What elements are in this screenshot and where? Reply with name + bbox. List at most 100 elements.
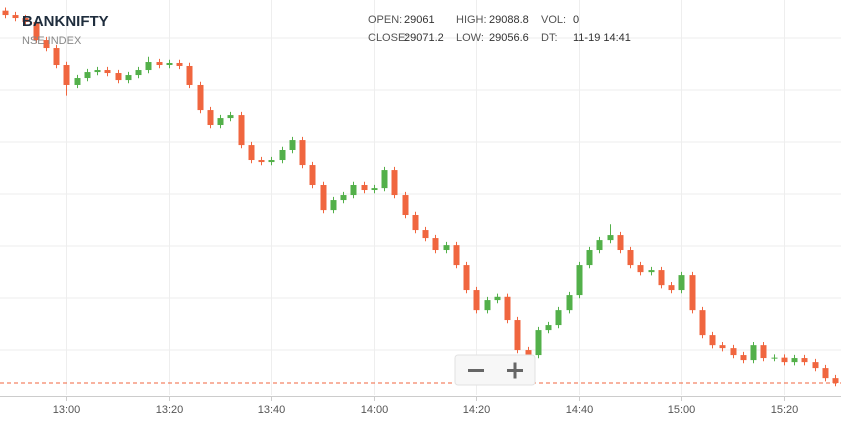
candle-body xyxy=(730,348,737,356)
zoom-in[interactable] xyxy=(507,362,523,379)
candle-body xyxy=(309,165,316,186)
x-tick-label: 13:40 xyxy=(258,404,286,416)
candle-body xyxy=(227,115,234,119)
candle-body xyxy=(443,245,450,251)
candle-body xyxy=(473,290,480,311)
info-label: CLOSE: xyxy=(368,32,408,44)
candle-body xyxy=(791,358,798,363)
candle-body xyxy=(463,265,470,291)
candle-body xyxy=(63,65,70,85)
candle-body xyxy=(186,65,193,85)
candle-body xyxy=(166,62,173,66)
candle-body xyxy=(330,200,337,211)
candle-body xyxy=(289,140,296,150)
candle-body xyxy=(238,115,245,146)
info-value: 29056.6 xyxy=(489,32,529,44)
candle-body xyxy=(371,188,378,191)
x-tick-label: 15:00 xyxy=(668,404,696,416)
x-tick-label: 13:20 xyxy=(156,404,184,416)
candle-body xyxy=(566,295,573,311)
candle-body xyxy=(504,296,511,321)
candle-body xyxy=(740,355,747,361)
candle-body xyxy=(12,15,19,19)
symbol: BANKNIFTY xyxy=(22,13,109,30)
candle-body xyxy=(545,325,552,331)
candle-body xyxy=(381,170,388,189)
x-tick-label: 15:20 xyxy=(771,404,799,416)
candle-body xyxy=(709,335,716,346)
candle-body xyxy=(576,265,583,296)
info-label: DT: xyxy=(541,32,558,44)
candle-body xyxy=(197,84,204,111)
candle-body xyxy=(586,250,593,266)
candle-body xyxy=(535,330,542,356)
candle-body xyxy=(33,21,40,41)
candle-body xyxy=(822,368,829,379)
candle-body xyxy=(299,140,306,166)
x-tick-label: 14:00 xyxy=(361,404,389,416)
candle-body xyxy=(637,265,644,273)
candle-body xyxy=(361,185,368,191)
candle-body xyxy=(781,357,788,363)
candle-body xyxy=(104,70,111,74)
candle-body xyxy=(719,345,726,349)
candle-body xyxy=(350,185,357,196)
x-tick-label: 13:00 xyxy=(53,404,81,416)
candle-body xyxy=(412,215,419,231)
candle-body xyxy=(699,310,706,336)
candle-body xyxy=(279,149,286,161)
candle-body xyxy=(689,275,696,311)
info-value: 11-19 14:41 xyxy=(573,32,631,44)
info-value: 29071.2 xyxy=(404,32,444,44)
candle-body xyxy=(514,320,521,351)
candle-body xyxy=(750,345,757,361)
exchange: NSE INDEX xyxy=(22,35,82,47)
info-label: LOW: xyxy=(456,32,484,44)
candle-body xyxy=(145,62,152,71)
candle-body xyxy=(248,145,255,161)
candle-body xyxy=(555,310,562,326)
info-value: 29061 xyxy=(404,14,435,26)
candle-body xyxy=(596,240,603,251)
info-label: OPEN: xyxy=(368,14,402,26)
candle-body xyxy=(801,358,808,363)
candle-body xyxy=(617,235,624,251)
candle-body xyxy=(207,110,214,126)
horizontal-grid xyxy=(0,37,841,351)
candle-body xyxy=(484,300,491,311)
candle-body xyxy=(94,70,101,73)
candle-body xyxy=(453,245,460,266)
candle-body xyxy=(2,10,9,16)
candle-body xyxy=(422,230,429,239)
candle-body xyxy=(402,195,409,216)
candle-body xyxy=(176,62,183,66)
candle-body xyxy=(525,350,532,356)
candle-body xyxy=(627,250,634,266)
info-value: 0 xyxy=(573,14,579,26)
candle-body xyxy=(320,185,327,211)
candle-body xyxy=(115,73,122,81)
candle-body xyxy=(607,235,614,241)
x-tick-label: 14:20 xyxy=(463,404,491,416)
vertical-grid xyxy=(66,0,785,395)
candle-body xyxy=(494,296,501,301)
header: BANKNIFTY NSE INDEX OPEN: 29061 HIGH: 29… xyxy=(22,13,631,47)
info-label: VOL: xyxy=(541,14,566,26)
candle-body xyxy=(391,170,398,196)
candle-body xyxy=(648,270,655,273)
candle-body xyxy=(84,72,91,79)
info-value: 29088.8 xyxy=(489,14,529,26)
candle-body xyxy=(812,362,819,369)
zoom-controls xyxy=(454,354,536,386)
x-tick-label: 14:40 xyxy=(566,404,594,416)
candle-body xyxy=(678,275,685,291)
info-label: HIGH: xyxy=(456,14,487,26)
candle-body xyxy=(43,40,50,49)
candle-body xyxy=(135,70,142,76)
candle-body xyxy=(771,357,778,359)
candle-body xyxy=(340,195,347,201)
candle-body xyxy=(125,75,132,81)
candle-body xyxy=(258,160,265,163)
candle-body xyxy=(156,62,163,66)
